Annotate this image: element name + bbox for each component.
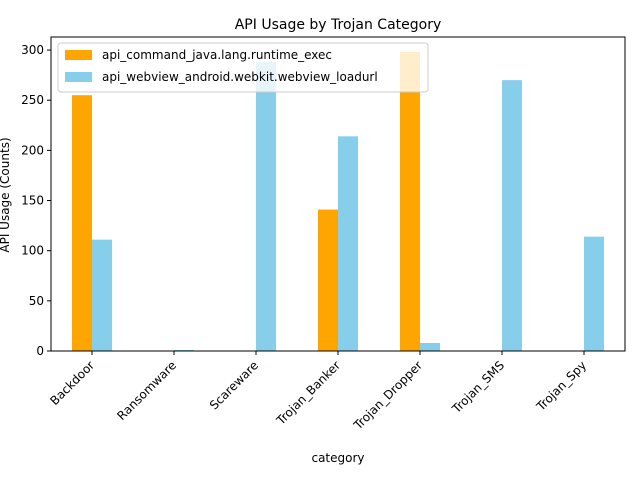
chart-title: API Usage by Trojan Category — [235, 17, 442, 33]
y-tick-label: 200 — [21, 143, 44, 157]
bar-webview-loadurl-trojan_banker — [338, 136, 358, 351]
bar-runtime-exec-trojan_banker — [318, 209, 338, 351]
y-tick-label: 150 — [21, 194, 44, 208]
legend-swatch-webview-loadurl — [65, 72, 92, 82]
legend: api_command_java.lang.runtime_exec api_we… — [57, 42, 429, 93]
bar-runtime-exec-backdoor — [72, 95, 92, 351]
legend-box — [57, 42, 429, 93]
y-tick-label: 0 — [36, 344, 44, 358]
legend-label-webview-loadurl: api_webview_android.webkit.webview_loadu… — [102, 70, 378, 84]
bar-webview-loadurl-trojan_spy — [584, 236, 604, 351]
bar-webview-loadurl-backdoor — [92, 239, 112, 351]
y-tick-label: 50 — [29, 294, 44, 308]
y-axis-label: API Usage (Counts) — [0, 137, 12, 252]
bars-group — [72, 52, 604, 352]
legend-swatch-runtime-exec — [65, 50, 92, 60]
bar-webview-loadurl-scareware — [256, 62, 276, 351]
legend-label-runtime-exec: api_command_java.lang.runtime_exec — [102, 48, 332, 62]
bar-webview-loadurl-trojan_sms — [502, 80, 522, 351]
y-tick-label: 250 — [21, 93, 44, 107]
x-axis-label: category — [311, 451, 364, 465]
y-tick-label: 100 — [21, 244, 44, 258]
bar-webview-loadurl-trojan_dropper — [420, 342, 440, 351]
y-tick-label: 300 — [21, 43, 44, 57]
bar-runtime-exec-trojan_dropper — [400, 52, 420, 352]
